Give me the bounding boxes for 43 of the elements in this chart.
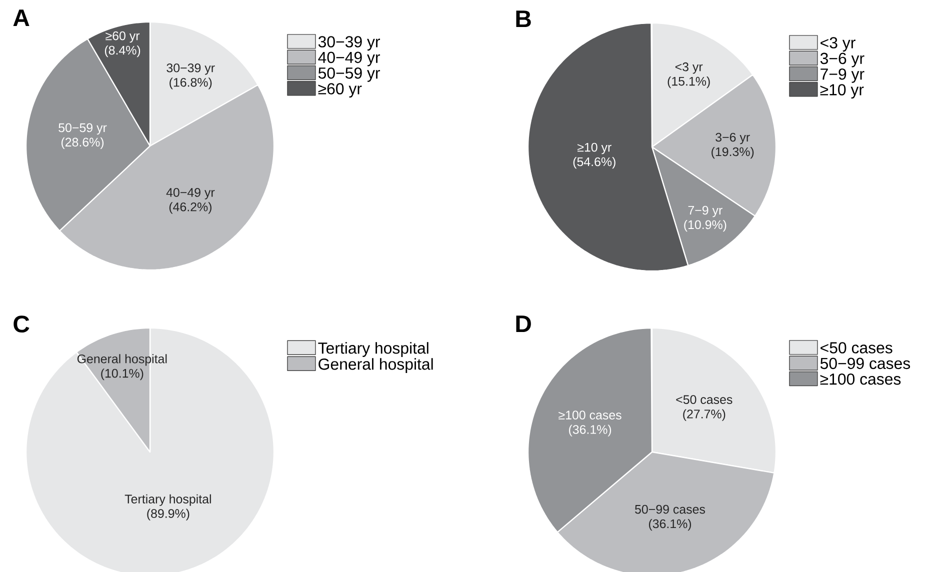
slice-label: 50−59 yr xyxy=(58,123,107,135)
chart-title: D xyxy=(516,316,531,332)
data-label: (16.8%) xyxy=(170,78,212,90)
chart-title: B xyxy=(516,10,531,28)
data-label: (10.1%) xyxy=(101,368,144,380)
legend-label: 50−99 cases xyxy=(820,358,910,370)
legend-label: <3 yr xyxy=(820,37,856,52)
legend-label: ≥10 yr xyxy=(820,84,864,99)
slice-label: Tertiary hospital xyxy=(124,494,211,506)
legend-label: ≥100 cases xyxy=(820,373,901,385)
data-label: (36.1%) xyxy=(569,424,612,436)
data-label: (89.9%) xyxy=(147,508,190,520)
data-label: (8.4%) xyxy=(104,45,140,58)
legend-label: General hospital xyxy=(318,358,433,373)
slice-label: ≥10 yr xyxy=(578,142,612,154)
legend-label: 50−59 yr xyxy=(318,67,380,82)
data-label: (10.9%) xyxy=(684,220,726,232)
slice-label: <50 cases xyxy=(676,395,732,404)
chart-title: A xyxy=(13,10,30,26)
data-label: (27.7%) xyxy=(683,409,726,421)
slice-label: 3−6 yr xyxy=(716,132,750,144)
legend-label: 7−9 yr xyxy=(820,68,864,83)
data-label: (15.1%) xyxy=(668,76,710,88)
legend-label: <50 cases xyxy=(820,342,892,354)
data-label: (19.3%) xyxy=(712,146,754,159)
data-label: (46.2%) xyxy=(169,202,212,214)
slice-label: 7−9 yr xyxy=(688,206,722,218)
slice-label: 40−49 yr xyxy=(166,188,215,200)
data-label: (36.1%) xyxy=(648,519,692,531)
slice-label: 50−99 cases xyxy=(635,504,706,514)
slice-label: General hospital xyxy=(77,354,167,366)
legend-label: Tertiary hospital xyxy=(318,342,428,357)
legend-label: 3−6 yr xyxy=(820,52,864,68)
slice-label: <3 yr xyxy=(675,62,703,74)
chart-title: C xyxy=(14,316,30,333)
data-label: (54.6%) xyxy=(573,156,616,169)
slice-label: ≥60 yr xyxy=(106,31,140,43)
data-label: (28.6%) xyxy=(61,137,104,150)
slice-label: 30−39 yr xyxy=(166,63,215,75)
legend-label: ≥60 yr xyxy=(318,83,362,98)
legend-label: 40−49 yr xyxy=(318,52,380,66)
slice-label: ≥100 cases xyxy=(558,410,622,420)
legend-label: 30−39 yr xyxy=(318,36,380,51)
